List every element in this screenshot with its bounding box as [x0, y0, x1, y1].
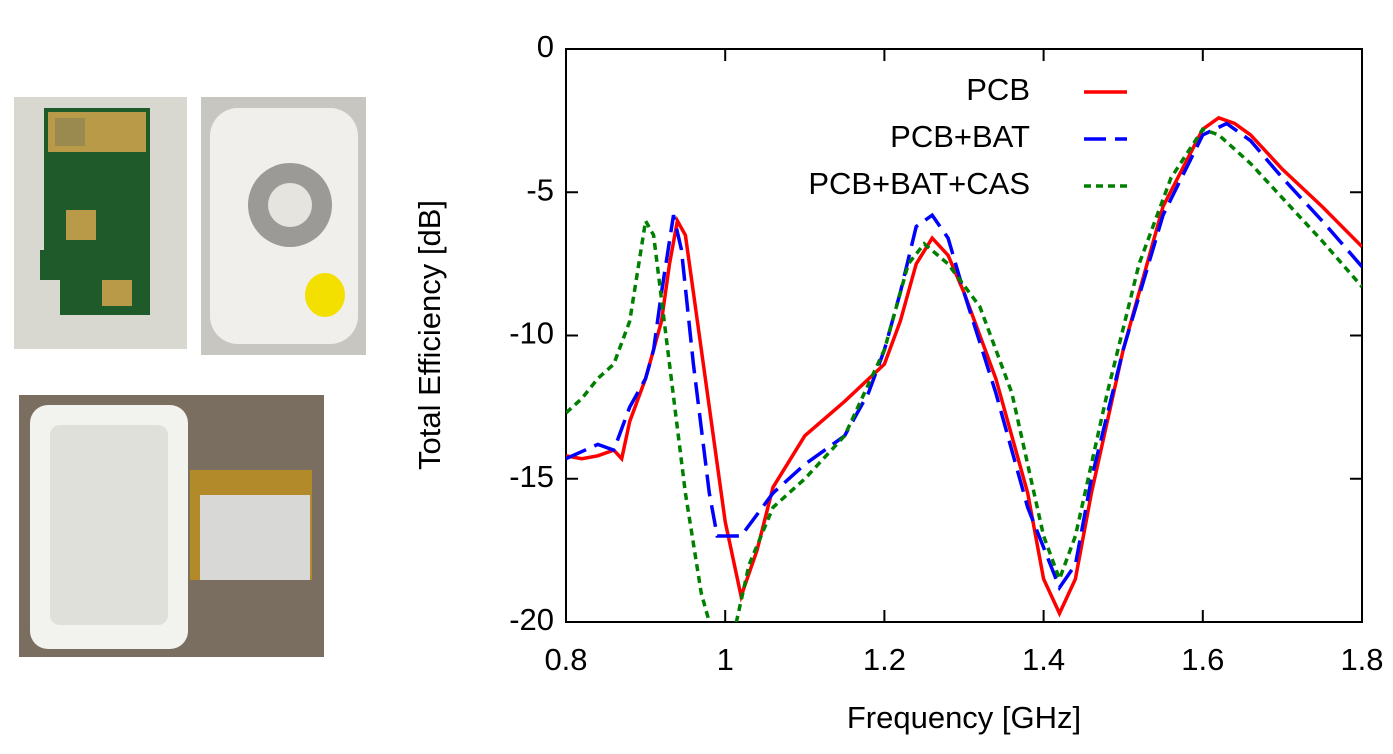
x-tick-label: 0.8 — [544, 642, 587, 677]
y-tick-label: 0 — [537, 29, 554, 64]
y-tick-label: -20 — [509, 602, 554, 637]
x-tick-label: 1.4 — [1022, 642, 1065, 677]
photo-pcb — [14, 97, 187, 349]
y-tick-label: -10 — [509, 316, 554, 351]
series-line — [566, 127, 1362, 622]
y-axis-label: Total Efficiency [dB] — [412, 200, 447, 470]
x-tick-label: 1.6 — [1181, 642, 1224, 677]
y-tick-label: -5 — [526, 172, 554, 207]
legend-label: PCB — [966, 72, 1030, 107]
legend-label: PCB+BAT+CAS — [808, 166, 1030, 201]
photo-case-top — [201, 97, 366, 355]
y-tick-label: -15 — [509, 459, 554, 494]
x-tick-label: 1 — [717, 642, 734, 677]
x-axis-label: Frequency [GHz] — [847, 700, 1081, 735]
photo-battery — [19, 395, 324, 657]
series-line — [566, 121, 1362, 592]
x-tick-label: 1.8 — [1340, 642, 1383, 677]
x-tick-label: 1.2 — [863, 642, 906, 677]
plot-area — [566, 115, 1362, 622]
legend-label: PCB+BAT — [890, 119, 1030, 154]
